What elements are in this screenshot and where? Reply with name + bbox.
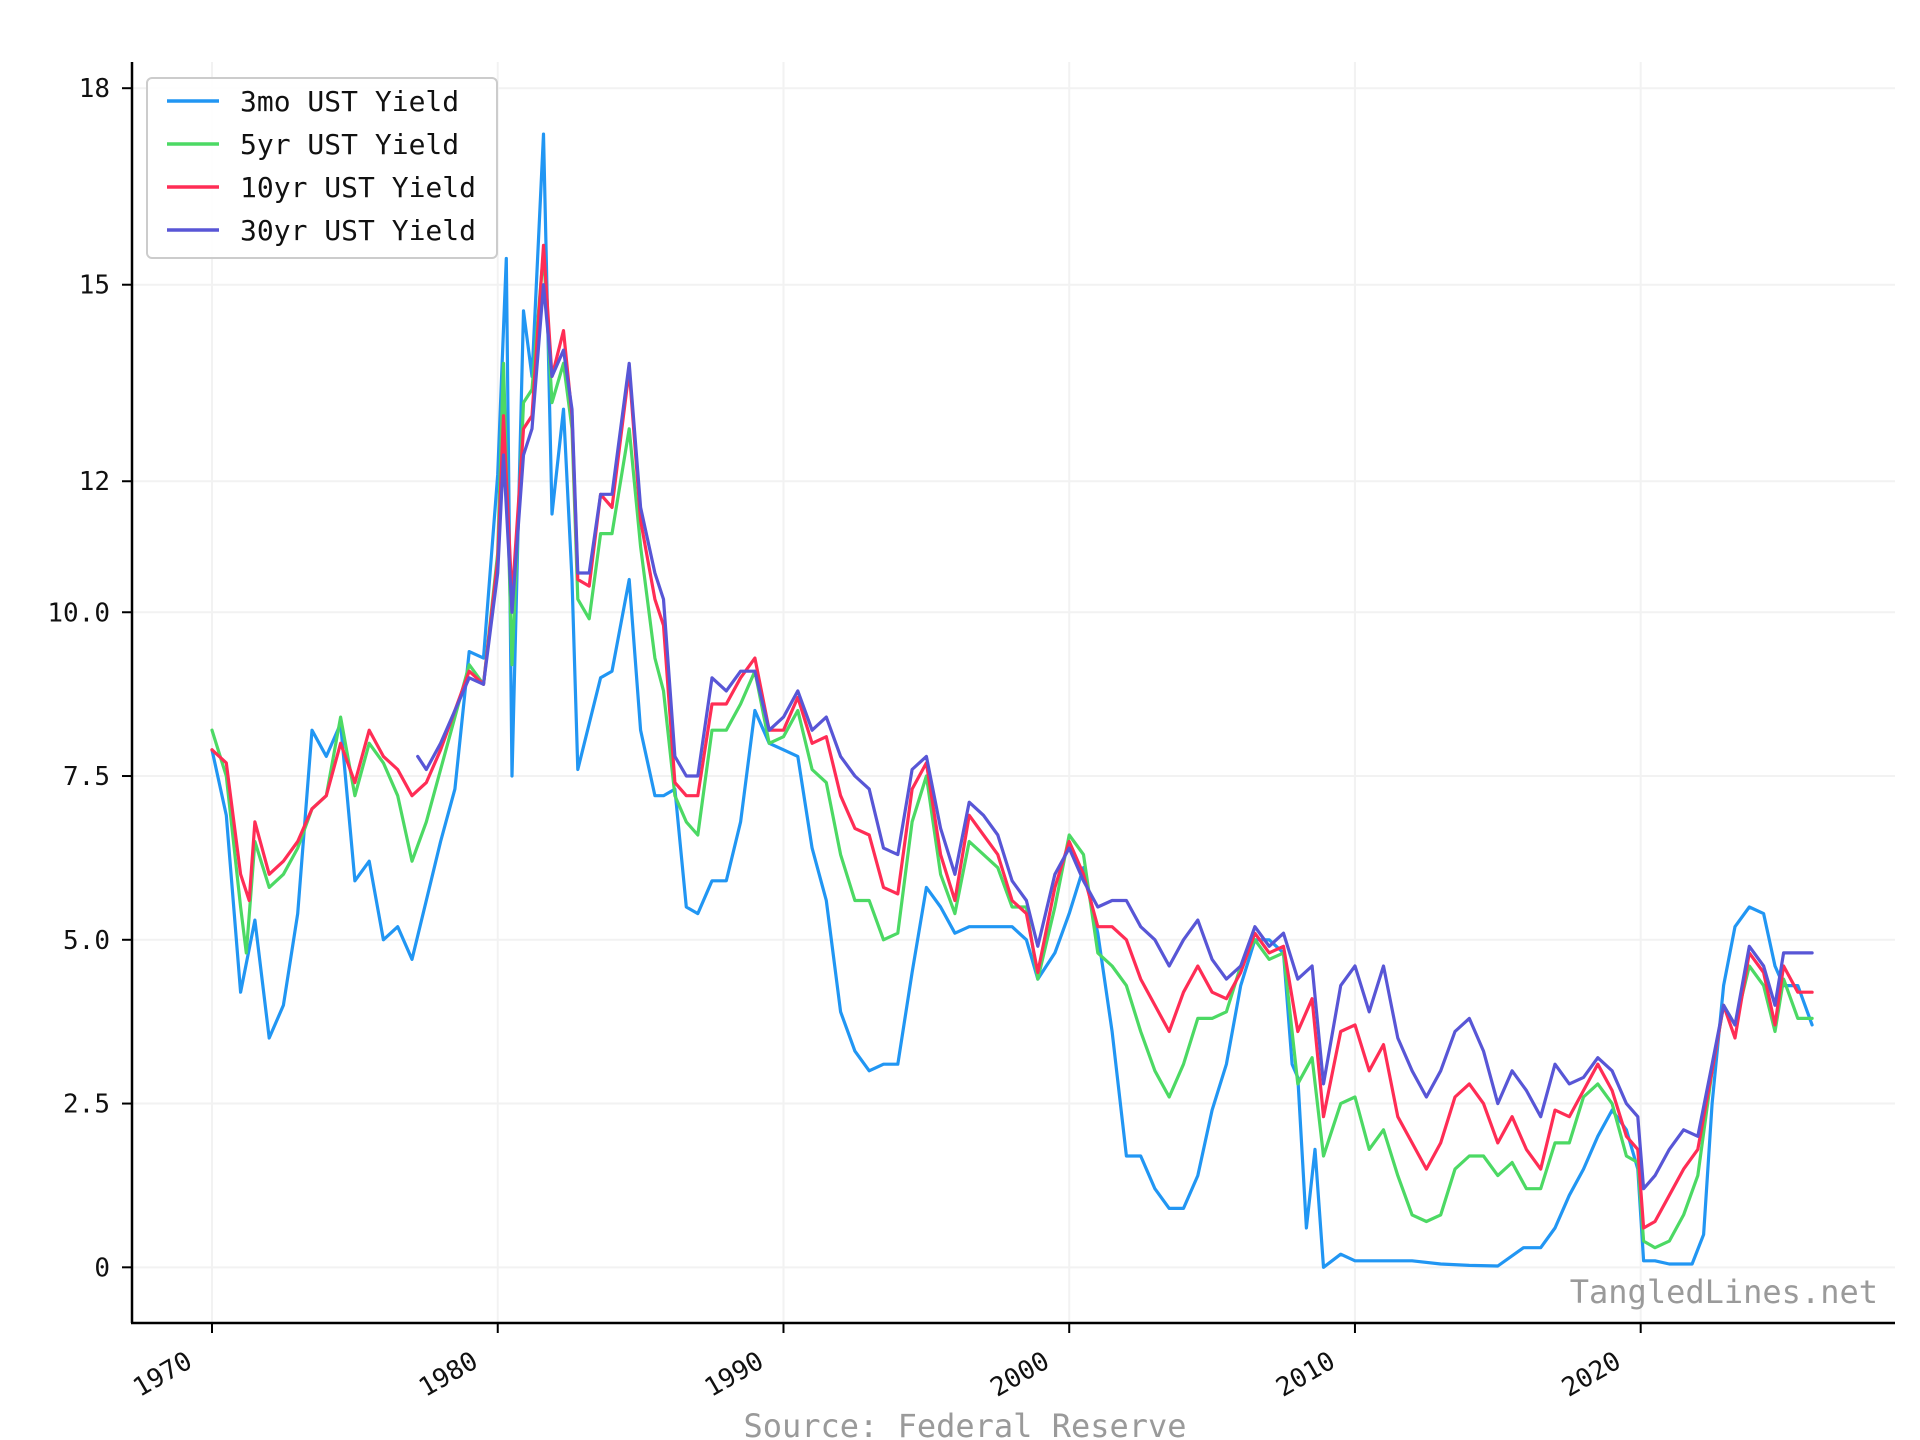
legend-label: 3mo UST Yield bbox=[240, 85, 459, 118]
legend-label: 30yr UST Yield bbox=[240, 214, 476, 247]
series-line-0 bbox=[210, 132, 1814, 1269]
x-axis-ticks: 1970 1980 1990 2000 2010 2020 bbox=[128, 1323, 1642, 1403]
series-line-3 bbox=[416, 283, 1814, 1191]
legend-label: 10yr UST Yield bbox=[240, 171, 476, 204]
axes bbox=[130, 62, 1895, 1325]
series-line-2 bbox=[210, 243, 1814, 1230]
x-tick-label: 1980 bbox=[414, 1346, 483, 1403]
x-tick-label: 1990 bbox=[700, 1346, 769, 1403]
series-lines bbox=[210, 132, 1814, 1269]
source-caption: Source: Federal Reserve bbox=[743, 1407, 1186, 1440]
series-line-1 bbox=[210, 250, 1814, 1250]
y-tick-label: 10.0 bbox=[47, 598, 110, 628]
legend-label: 5yr UST Yield bbox=[240, 128, 459, 161]
y-tick-label: 12 bbox=[79, 467, 110, 497]
legend-box bbox=[146, 77, 498, 259]
x-tick-label: 1970 bbox=[128, 1346, 197, 1403]
watermark: TangledLines.net bbox=[1570, 1273, 1878, 1311]
y-tick-label: 15 bbox=[79, 271, 110, 301]
y-tick-label: 7.5 bbox=[63, 762, 110, 792]
y-tick-label: 5.0 bbox=[63, 926, 110, 956]
x-tick-label: 2000 bbox=[985, 1346, 1054, 1403]
y-axis-ticks: 0 2.5 5.0 7.5 10.0 12 15 18 bbox=[47, 74, 132, 1283]
y-tick-label: 2.5 bbox=[63, 1090, 110, 1120]
x-tick-label: 2020 bbox=[1557, 1346, 1626, 1403]
y-tick-label: 18 bbox=[79, 74, 110, 104]
grid-lines bbox=[132, 62, 1895, 1323]
x-tick-label: 2010 bbox=[1271, 1346, 1340, 1403]
legend: 3mo UST Yield 5yr UST Yield 10yr UST Yield… bbox=[146, 77, 498, 259]
y-tick-label: 0 bbox=[94, 1253, 110, 1283]
